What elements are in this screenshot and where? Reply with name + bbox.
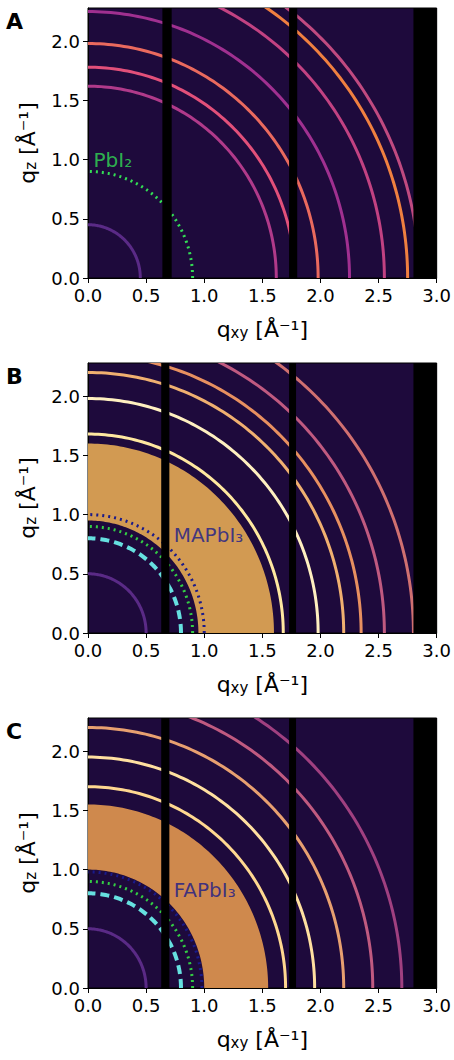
svg-text:1.0: 1.0 xyxy=(190,640,219,661)
svg-text:2.0: 2.0 xyxy=(51,31,80,52)
svg-text:2.0: 2.0 xyxy=(306,285,335,306)
svg-text:q: q xyxy=(15,880,40,894)
svg-text:MAPbI₃: MAPbI₃ xyxy=(174,523,244,547)
svg-text:B: B xyxy=(6,364,23,389)
svg-text:2.0: 2.0 xyxy=(306,995,335,1016)
svg-text:[Å⁻¹]: [Å⁻¹] xyxy=(255,671,308,697)
svg-text:2.0: 2.0 xyxy=(306,640,335,661)
svg-text:1.5: 1.5 xyxy=(51,90,80,111)
svg-text:0.0: 0.0 xyxy=(74,640,103,661)
svg-text:1.5: 1.5 xyxy=(248,995,277,1016)
svg-text:A: A xyxy=(6,9,23,34)
svg-text:C: C xyxy=(6,719,22,744)
svg-text:[Å⁻¹]: [Å⁻¹] xyxy=(255,1026,308,1052)
svg-text:q: q xyxy=(217,1027,231,1052)
svg-text:0.5: 0.5 xyxy=(51,918,80,939)
svg-text:xy: xy xyxy=(231,679,249,697)
svg-text:1.5: 1.5 xyxy=(51,445,80,466)
svg-text:1.5: 1.5 xyxy=(51,800,80,821)
svg-text:z: z xyxy=(22,162,40,170)
svg-text:[Å⁻¹]: [Å⁻¹] xyxy=(14,457,40,510)
svg-text:0.5: 0.5 xyxy=(132,285,161,306)
svg-text:q: q xyxy=(217,672,231,697)
svg-text:q: q xyxy=(217,317,231,342)
svg-text:2.5: 2.5 xyxy=(364,285,393,306)
svg-text:0.5: 0.5 xyxy=(132,640,161,661)
svg-text:0.5: 0.5 xyxy=(51,563,80,584)
svg-text:z: z xyxy=(22,872,40,880)
svg-text:xy: xy xyxy=(231,324,249,342)
svg-text:3.0: 3.0 xyxy=(422,285,451,306)
svg-text:0.0: 0.0 xyxy=(51,977,80,999)
svg-text:3.0: 3.0 xyxy=(422,640,451,661)
svg-text:xy: xy xyxy=(231,1034,249,1052)
svg-text:0.0: 0.0 xyxy=(51,622,80,644)
svg-text:q: q xyxy=(15,525,40,539)
svg-text:z: z xyxy=(22,517,40,525)
svg-text:0.0: 0.0 xyxy=(74,285,103,306)
svg-text:3.0: 3.0 xyxy=(422,995,451,1016)
svg-text:2.0: 2.0 xyxy=(51,741,80,762)
svg-text:2.5: 2.5 xyxy=(364,640,393,661)
svg-text:2.0: 2.0 xyxy=(51,386,80,407)
svg-text:PbI₂: PbI₂ xyxy=(93,148,132,172)
svg-text:[Å⁻¹]: [Å⁻¹] xyxy=(255,316,308,342)
svg-text:0.5: 0.5 xyxy=(132,995,161,1016)
svg-text:1.5: 1.5 xyxy=(248,285,277,306)
svg-text:1.0: 1.0 xyxy=(51,149,80,170)
svg-text:0.5: 0.5 xyxy=(51,208,80,229)
svg-text:q: q xyxy=(15,170,40,184)
svg-text:1.0: 1.0 xyxy=(190,285,219,306)
svg-text:1.0: 1.0 xyxy=(190,995,219,1016)
svg-text:1.0: 1.0 xyxy=(51,504,80,525)
svg-text:1.0: 1.0 xyxy=(51,859,80,880)
svg-text:2.5: 2.5 xyxy=(364,995,393,1016)
svg-text:0.0: 0.0 xyxy=(74,995,103,1016)
svg-text:FAPbI₃: FAPbI₃ xyxy=(174,878,236,902)
svg-text:[Å⁻¹]: [Å⁻¹] xyxy=(14,812,40,865)
svg-text:0.0: 0.0 xyxy=(51,267,80,289)
svg-text:[Å⁻¹]: [Å⁻¹] xyxy=(14,102,40,155)
svg-text:1.5: 1.5 xyxy=(248,640,277,661)
